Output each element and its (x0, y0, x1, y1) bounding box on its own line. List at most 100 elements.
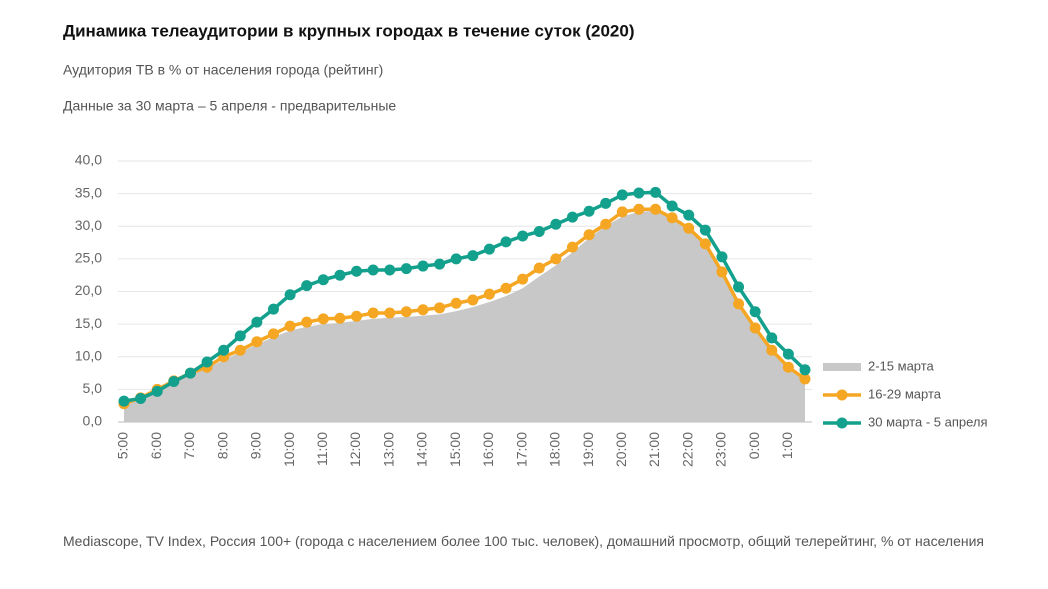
point (699, 224, 711, 236)
point (500, 282, 512, 294)
point (600, 197, 612, 209)
point (483, 243, 495, 255)
point (799, 373, 811, 385)
point (517, 230, 529, 242)
y-tick-label: 0,0 (83, 413, 103, 429)
point (400, 263, 412, 275)
chart-title: Динамика телеаудитории в крупных городах… (63, 21, 635, 40)
point (301, 280, 313, 292)
point (766, 332, 778, 344)
point (733, 281, 745, 293)
point (417, 304, 429, 316)
point (135, 393, 147, 405)
point (301, 316, 313, 328)
point (766, 344, 778, 356)
point (384, 264, 396, 276)
x-tick-label: 13:00 (380, 432, 396, 467)
point (533, 262, 545, 274)
legend-label: 2-15 марта (868, 358, 935, 373)
point (666, 200, 678, 212)
point (351, 310, 363, 322)
point (550, 253, 562, 265)
x-tick-label: 6:00 (148, 432, 164, 459)
point (483, 288, 495, 300)
point (234, 330, 246, 342)
point (583, 229, 595, 241)
point (201, 356, 213, 368)
x-tick-label: 14:00 (414, 432, 430, 467)
point (749, 306, 761, 318)
x-tick-label: 12:00 (347, 432, 363, 467)
chart-note: Данные за 30 марта – 5 апреля - предвари… (63, 98, 396, 114)
point (251, 336, 263, 348)
point (683, 209, 695, 221)
legend-swatch (836, 417, 848, 429)
x-tick-label: 23:00 (713, 432, 729, 467)
point (434, 302, 446, 314)
x-tick-label: 18:00 (547, 432, 563, 467)
point (334, 312, 346, 324)
legend-swatch (836, 389, 848, 401)
y-tick-label: 20,0 (75, 282, 102, 298)
point (616, 206, 628, 218)
point (583, 205, 595, 217)
point (384, 307, 396, 319)
chart-subtitle: Аудитория ТВ в % от населения города (ре… (63, 62, 383, 78)
point (749, 322, 761, 334)
point (417, 260, 429, 272)
x-tick-label: 17:00 (513, 432, 529, 467)
point (500, 236, 512, 248)
legend-label: 30 марта - 5 апреля (868, 414, 988, 429)
point (317, 313, 329, 325)
point (683, 222, 695, 234)
x-tick-label: 21:00 (646, 432, 662, 467)
x-tick-label: 1:00 (779, 432, 795, 459)
point (284, 289, 296, 301)
x-tick-label: 15:00 (447, 432, 463, 467)
point (367, 307, 379, 319)
y-tick-label: 10,0 (75, 347, 102, 363)
point (650, 203, 662, 215)
point (666, 212, 678, 224)
y-tick-label: 40,0 (75, 152, 102, 168)
point (782, 361, 794, 373)
x-tick-label: 8:00 (214, 432, 230, 459)
x-tick-label: 20:00 (613, 432, 629, 467)
point (367, 264, 379, 276)
x-tick-label: 22:00 (679, 432, 695, 467)
point (151, 385, 163, 397)
point (168, 376, 180, 388)
x-tick-label: 5:00 (115, 432, 131, 459)
point (334, 269, 346, 281)
point (600, 218, 612, 230)
x-tick-label: 10:00 (281, 432, 297, 467)
point (218, 344, 230, 356)
y-tick-label: 5,0 (83, 380, 103, 396)
y-tick-label: 35,0 (75, 184, 102, 200)
point (550, 218, 562, 230)
point (616, 189, 628, 201)
legend-label: 16-29 марта (868, 386, 942, 401)
point (566, 211, 578, 223)
point (633, 187, 645, 199)
point (351, 265, 363, 277)
area (124, 210, 805, 422)
point (434, 258, 446, 270)
legend-swatch (823, 363, 861, 371)
x-tick-label: 11:00 (314, 432, 330, 466)
point (251, 316, 263, 328)
point (450, 297, 462, 309)
point (450, 253, 462, 265)
x-tick-label: 0:00 (746, 432, 762, 459)
y-tick-label: 25,0 (75, 250, 102, 266)
point (317, 274, 329, 286)
point (400, 306, 412, 318)
point (650, 186, 662, 198)
x-tick-label: 19:00 (580, 432, 596, 467)
point (782, 348, 794, 360)
x-tick-label: 7:00 (181, 432, 197, 459)
point (284, 320, 296, 332)
point (533, 225, 545, 237)
point (733, 298, 745, 310)
